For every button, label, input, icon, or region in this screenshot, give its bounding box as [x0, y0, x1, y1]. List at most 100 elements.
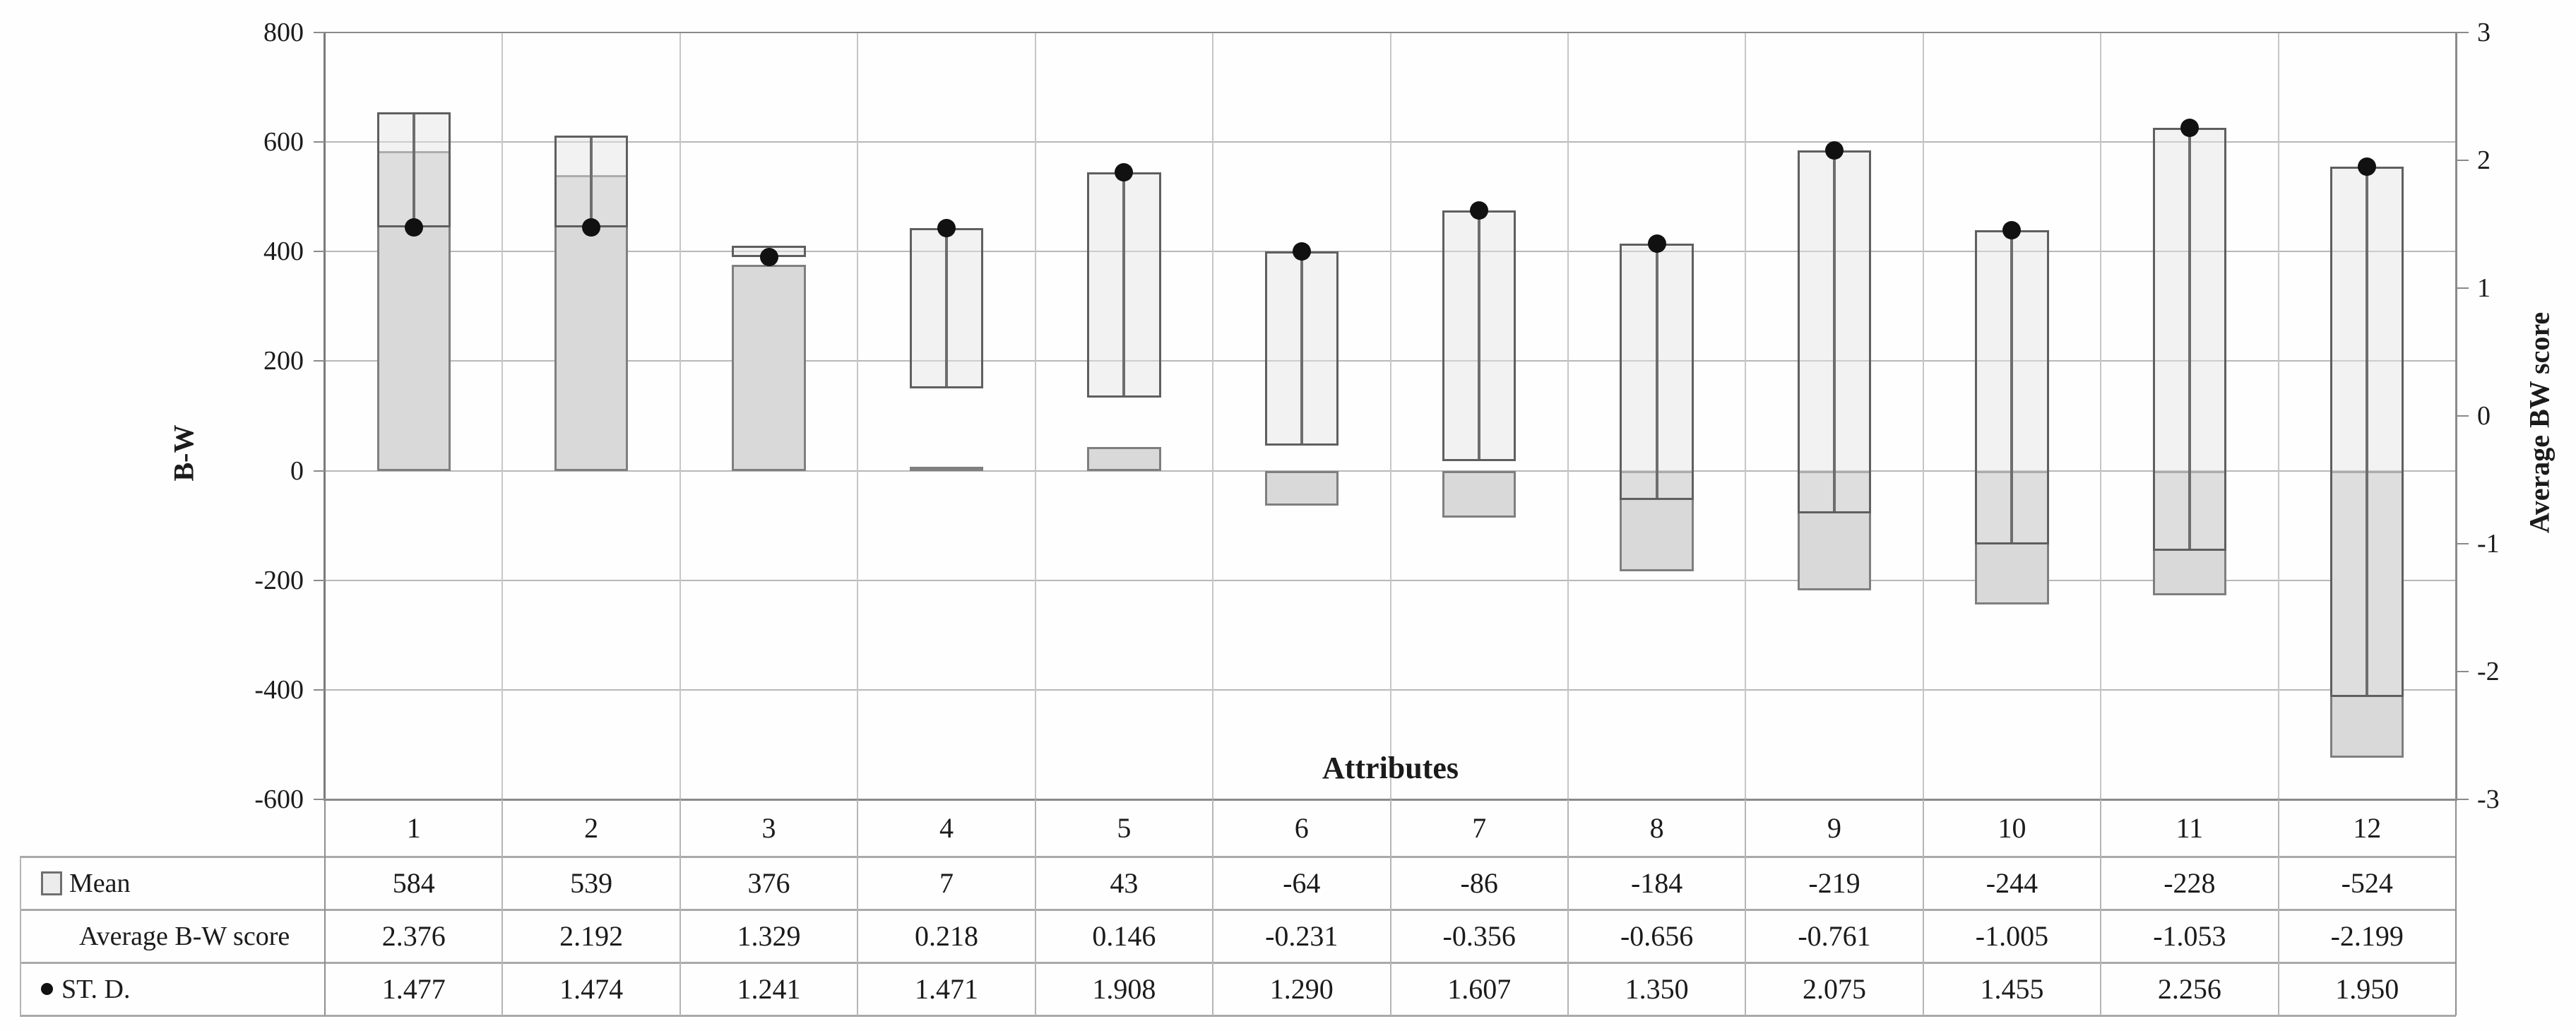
category-label: 1: [406, 811, 421, 844]
table-value-cell: -86: [1460, 866, 1498, 899]
table-column-line: [1034, 799, 1036, 1015]
table-value-cell: 1.474: [559, 972, 624, 1005]
category-label: 5: [1117, 811, 1132, 844]
table-value-cell: -524: [2341, 866, 2393, 899]
table-value-cell: 1.290: [1269, 972, 1334, 1005]
right-axis-tick: [2456, 543, 2469, 544]
table-column-line: [501, 799, 504, 1015]
left-axis-tick-label: 600: [263, 127, 304, 157]
category-label: 11: [2176, 811, 2204, 844]
category-boundary-gridline: [501, 32, 504, 799]
category-label: 8: [1649, 811, 1664, 844]
range-center-line: [1122, 174, 1126, 395]
right-axis-tick-label: 2: [2477, 145, 2491, 175]
left-axis-tick: [314, 251, 325, 253]
left-axis-line: [324, 32, 326, 801]
mean-bar: [732, 264, 806, 471]
table-value-cell: 2.376: [381, 919, 446, 952]
table-value-cell: -228: [2164, 866, 2216, 899]
left-axis-tick: [314, 689, 325, 691]
table-row-label-average-bw-score: Average B-W score: [20, 910, 325, 963]
category-label: 10: [1998, 811, 2026, 844]
table-bottom-line: [20, 1015, 2456, 1017]
table-value-cell: 1.455: [1980, 972, 2044, 1005]
std-dot: [1825, 141, 1844, 160]
table-value-cell: 1.908: [1092, 972, 1156, 1005]
table-column-line: [1212, 799, 1214, 1015]
category-boundary-gridline: [2277, 32, 2279, 799]
table-value-cell: -1.053: [2153, 919, 2226, 952]
std-dot: [759, 248, 778, 267]
range-center-line: [2188, 129, 2191, 549]
range-center-line: [2010, 232, 2014, 542]
table-column-line: [2277, 799, 2279, 1015]
right-axis-tick: [2456, 32, 2469, 33]
category-label: 3: [761, 811, 776, 844]
table-value-cell: 43: [1110, 866, 1139, 899]
left-axis-tick-label: -600: [254, 785, 304, 814]
x-axis-title: Attributes: [1322, 751, 1459, 785]
table-value-cell: 1.950: [2335, 972, 2399, 1005]
left-axis-tick: [314, 799, 325, 800]
category-boundary-gridline: [1389, 32, 1391, 799]
table-column-line: [1567, 799, 1569, 1015]
plot-top-border: [325, 32, 2456, 33]
category-boundary-gridline: [1212, 32, 1214, 799]
right-axis-tick: [2456, 799, 2469, 800]
table-row-label-st-d: ST. D.: [20, 963, 325, 1015]
table-value-cell: -184: [1630, 866, 1683, 899]
table-value-cell: -1.005: [1975, 919, 2049, 952]
table-column-line: [1745, 799, 1747, 1015]
table-row-label-text: Mean: [69, 868, 131, 898]
category-label: 9: [1827, 811, 1842, 844]
left-axis-tick: [314, 32, 325, 33]
left-axis-tick-label: 200: [263, 346, 304, 376]
std-dot: [1470, 201, 1489, 220]
std-dot: [2002, 220, 2022, 239]
left-axis-tick: [314, 141, 325, 143]
right-axis-tick-label: 0: [2477, 401, 2491, 431]
table-value-cell: 1.477: [381, 972, 446, 1005]
table-value-cell: 2.075: [1803, 972, 1867, 1005]
table-value-cell: -219: [1808, 866, 1860, 899]
category-boundary-gridline: [1567, 32, 1569, 799]
table-row-line: [20, 962, 2456, 964]
category-boundary-gridline: [857, 32, 859, 799]
table-value-cell: 0.218: [914, 919, 978, 952]
table-value-cell: 1.350: [1625, 972, 1689, 1005]
table-column-line: [857, 799, 859, 1015]
std-dot: [582, 218, 601, 237]
table-column-line: [324, 799, 326, 1015]
range-center-line: [1655, 245, 1658, 498]
table-value-cell: -244: [1986, 866, 2038, 899]
left-axis-tick-label: 800: [263, 18, 304, 47]
table-column-line: [2455, 799, 2457, 1015]
left-axis-tick-label: 0: [290, 455, 304, 486]
table-row-label-text: ST. D.: [61, 974, 131, 1004]
table-column-line: [679, 799, 681, 1015]
table-label-cell-left-border: [20, 857, 21, 1015]
std-dot: [1115, 162, 1134, 181]
left-axis-tick-label: -200: [254, 565, 304, 595]
mean-bar: [1264, 470, 1339, 506]
table-value-cell: -64: [1283, 866, 1321, 899]
table-value-cell: 2.256: [2157, 972, 2221, 1005]
std-dot: [2180, 118, 2199, 137]
range-center-line: [412, 114, 415, 225]
category-label: 2: [584, 811, 599, 844]
table-row-label-mean: Mean: [20, 857, 325, 910]
category-boundary-gridline: [1034, 32, 1036, 799]
mean-legend-square-icon: [41, 871, 62, 895]
category-label: 7: [1472, 811, 1487, 844]
table-value-cell: 539: [570, 866, 613, 899]
right-axis-line: [2455, 32, 2457, 801]
right-axis-tick-label: 3: [2477, 18, 2491, 47]
right-axis-tick: [2456, 287, 2469, 289]
range-center-line: [1478, 213, 1481, 460]
table-value-cell: 1.607: [1447, 972, 1512, 1005]
table-value-cell: 0.146: [1092, 919, 1156, 952]
table-value-cell: 1.241: [737, 972, 801, 1005]
right-axis-tick-label: 1: [2477, 273, 2491, 303]
range-center-line: [1300, 253, 1303, 443]
